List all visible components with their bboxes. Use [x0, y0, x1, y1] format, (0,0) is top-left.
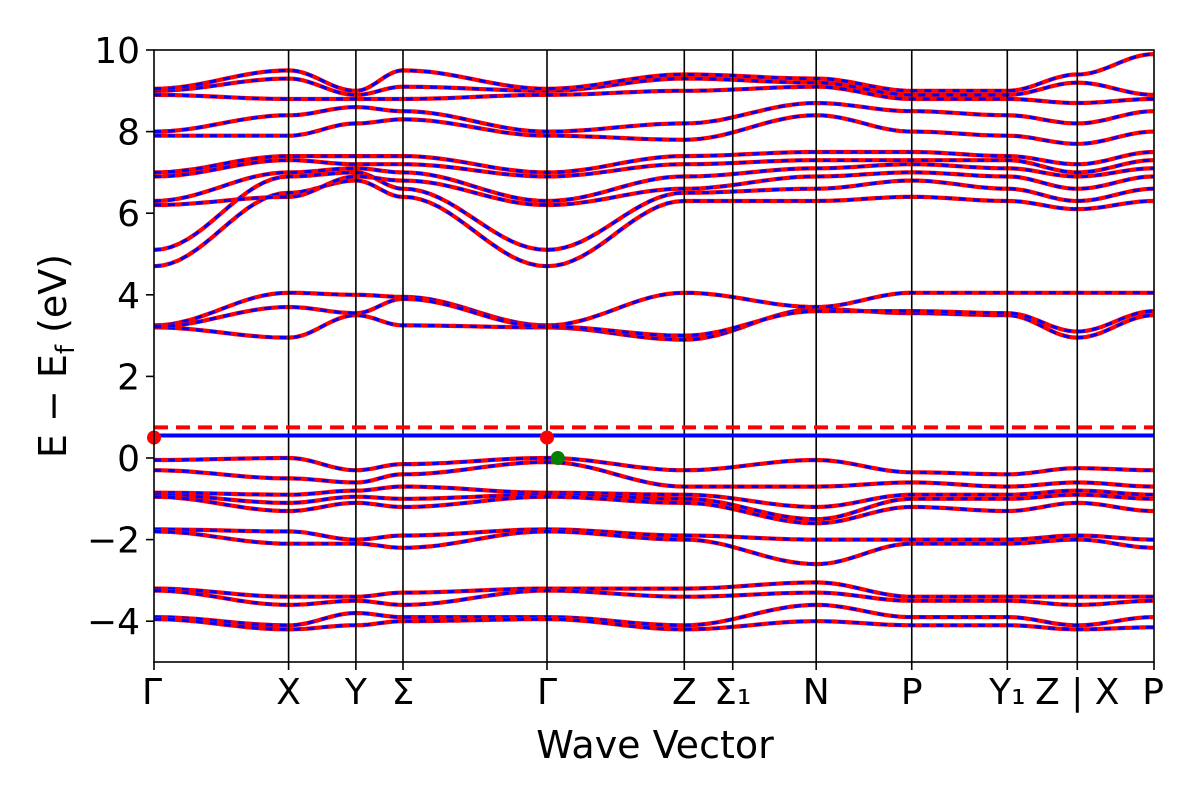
x-tick-label-8: P	[901, 672, 923, 713]
band-lines-group	[154, 52, 1154, 632]
x-axis-label: Wave Vector	[536, 723, 774, 767]
y-tick-label-5: 6	[117, 194, 140, 235]
x-tick-label-3: Σ	[392, 672, 415, 713]
y-tick-label-0: −4	[87, 602, 140, 643]
y-tick-label-6: 8	[117, 113, 140, 154]
x-tick-label-4: Γ	[537, 672, 557, 713]
y-axis-label-unit: (eV)	[31, 254, 75, 333]
x-tick-label-6: Σ₁	[714, 672, 751, 713]
band-spin-up-17	[154, 493, 1154, 521]
y-axis: −4 −2 0 2 4 6 8 10	[87, 31, 154, 643]
x-tick-label-0: Γ	[142, 672, 162, 713]
band-spin-down-9	[154, 113, 1154, 146]
band-spin-down-4	[154, 170, 1154, 253]
y-tick-label-7: 10	[94, 31, 140, 72]
fermi-lines-group	[154, 425, 1154, 438]
band-spin-down-13	[154, 52, 1154, 93]
x-tick-label-5: Z	[672, 672, 697, 713]
y-tick-label-1: −2	[87, 521, 140, 562]
marker-1	[540, 430, 555, 445]
band-spin-down-23	[154, 602, 1154, 628]
x-tick-label-2: Y	[344, 672, 368, 713]
y-axis-label-main: E − E	[31, 354, 75, 458]
kpoint-lines-group	[287, 50, 1079, 662]
marker-0	[550, 451, 565, 465]
band-spin-up-4	[154, 170, 1154, 252]
band-spin-up-13	[154, 52, 1154, 93]
x-tick-label-9: Y₁	[988, 672, 1025, 713]
band-spin-up-6	[154, 162, 1154, 203]
y-axis-label: E − Ef (eV)	[31, 254, 81, 458]
plot-frame	[153, 49, 1155, 663]
x-axis: Γ X Y Σ Γ Z Σ₁ N P Y₁ Z | X P	[142, 662, 1164, 713]
band-spin-up-1	[154, 291, 1154, 327]
y-tick-label-2: 0	[117, 439, 140, 480]
y-axis-label-subscript: f	[51, 344, 81, 354]
x-tick-label-7: N	[803, 672, 830, 713]
y-tick-label-3: 2	[117, 357, 140, 398]
y-tick-label-4: 4	[117, 276, 140, 317]
x-tick-label-11: P	[1142, 672, 1164, 713]
band-spin-down-14	[154, 455, 1154, 477]
x-tick-label-1: X	[276, 672, 301, 713]
band-spin-down-10	[154, 100, 1154, 134]
x-tick-label-10: Z | X	[1035, 672, 1119, 713]
